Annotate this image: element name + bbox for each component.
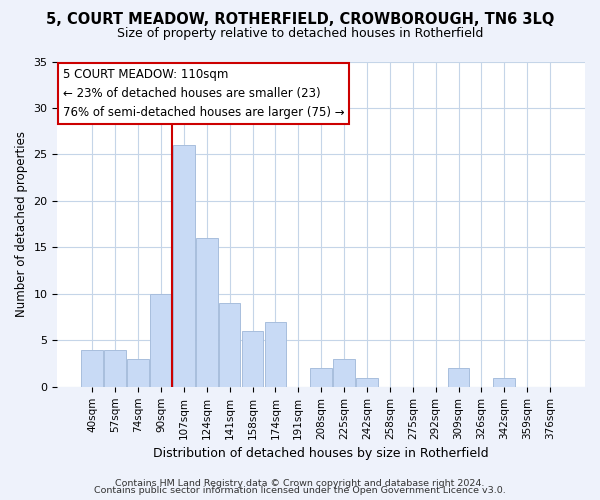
Bar (448, 368, 469, 387)
Bar (310, 368, 332, 387)
Bar (127, 359, 149, 387)
Text: 5, COURT MEADOW, ROTHERFIELD, CROWBOROUGH, TN6 3LQ: 5, COURT MEADOW, ROTHERFIELD, CROWBOROUG… (46, 12, 554, 28)
Bar (356, 378, 378, 387)
Bar (242, 331, 263, 387)
Bar (150, 294, 172, 387)
Bar (82, 350, 103, 387)
Bar (493, 378, 515, 387)
Bar (173, 145, 195, 387)
Bar (219, 303, 241, 387)
Text: Contains HM Land Registry data © Crown copyright and database right 2024.: Contains HM Land Registry data © Crown c… (115, 478, 485, 488)
Bar (265, 322, 286, 387)
Text: Contains public sector information licensed under the Open Government Licence v3: Contains public sector information licen… (94, 486, 506, 495)
Y-axis label: Number of detached properties: Number of detached properties (15, 131, 28, 317)
Bar (196, 238, 218, 387)
Text: Size of property relative to detached houses in Rotherfield: Size of property relative to detached ho… (117, 28, 483, 40)
Bar (104, 350, 126, 387)
Text: 5 COURT MEADOW: 110sqm
← 23% of detached houses are smaller (23)
76% of semi-det: 5 COURT MEADOW: 110sqm ← 23% of detached… (62, 68, 344, 119)
X-axis label: Distribution of detached houses by size in Rotherfield: Distribution of detached houses by size … (154, 447, 489, 460)
Bar (333, 359, 355, 387)
